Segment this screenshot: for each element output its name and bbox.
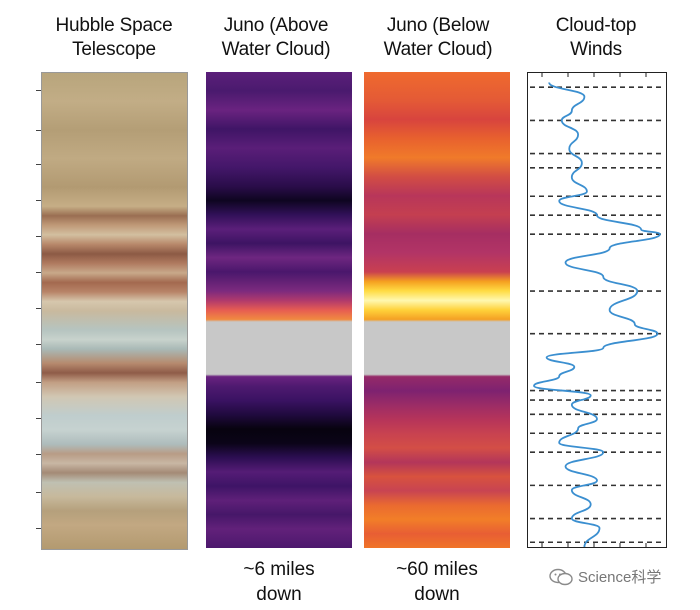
juno-below-heatmap	[364, 72, 510, 548]
watermark: Science科学	[548, 566, 661, 587]
panel-title-winds: Cloud-top Winds	[555, 15, 637, 60]
wechat-logo-icon	[549, 568, 573, 585]
latitude-ticks	[36, 72, 44, 548]
caption-below-depth: ~60 miles down	[396, 559, 478, 605]
panel-title-juno-below: Juno (Below Water Cloud)	[383, 15, 493, 60]
panel-title-hubble: Hubble Space Telescope	[55, 15, 173, 60]
watermark-text: Science科学	[578, 569, 662, 586]
wind-profile-line	[533, 82, 661, 547]
panel-title-juno-above: Juno (Above Water Cloud)	[221, 15, 331, 60]
caption-above-depth: ~6 miles down	[243, 559, 315, 605]
hubble-image	[41, 72, 188, 550]
juno-above-heatmap	[206, 72, 352, 548]
winds-plot	[530, 73, 664, 547]
winds-chart	[527, 72, 667, 548]
